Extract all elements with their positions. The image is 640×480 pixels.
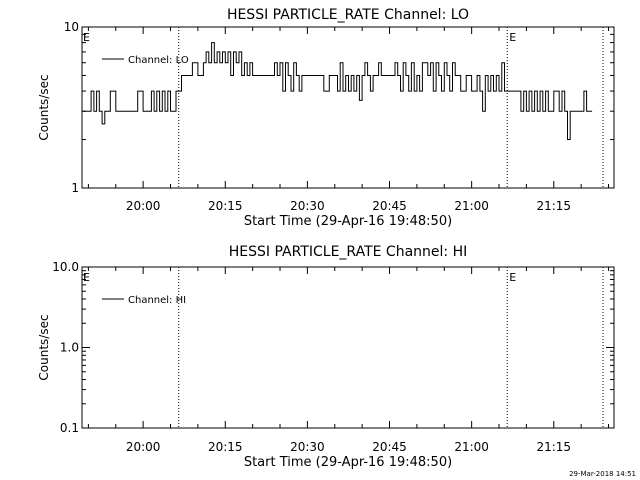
y-tick-label: 0.1 (60, 421, 79, 435)
x-tick-label: 20:00 (126, 440, 161, 454)
x-tick-label: 20:00 (126, 199, 161, 213)
x-tick-label: 20:15 (208, 199, 243, 213)
x-tick-label: 21:00 (454, 199, 489, 213)
event-marker-label-left: E (83, 271, 90, 284)
y-tick-label: 1.0 (60, 341, 79, 355)
x-tick-label: 20:15 (208, 440, 243, 454)
y-axis-label: Counts/sec (37, 74, 51, 140)
chart-panel-hi: HESSI PARTICLE_RATE Channel: HI 20:00 20:1… (37, 244, 615, 470)
x-tick-label: 20:45 (372, 440, 407, 454)
plot-frame (81, 26, 615, 189)
series-line (82, 42, 593, 140)
x-tick-label: 21:15 (536, 440, 571, 454)
y-tick-label: 10.0 (52, 260, 79, 274)
y-tick-label: 1 (71, 181, 79, 195)
event-marker-label: E (509, 271, 516, 284)
y-tick-label: 10 (64, 20, 79, 34)
x-tick-label: 21:00 (454, 440, 489, 454)
event-marker-label: E (509, 31, 516, 44)
x-tick-label: 20:30 (290, 199, 325, 213)
x-tick-label: 20:45 (372, 199, 407, 213)
x-axis-label: Start Time (29-Apr-16 19:48:50) (244, 214, 452, 229)
x-tick-label: 20:30 (290, 440, 325, 454)
chart-panel-lo: HESSI PARTICLE_RATE Channel: LO 20:00 20:1… (37, 7, 615, 229)
legend-label: Channel: LO (128, 55, 189, 66)
plot-frame (81, 266, 615, 429)
x-tick-label: 21:15 (536, 199, 571, 213)
legend-label: Channel: HI (128, 295, 186, 306)
chart-title: HESSI PARTICLE_RATE Channel: LO (227, 7, 469, 23)
y-axis-label: Counts/sec (37, 314, 51, 380)
event-marker-label-left: E (83, 31, 90, 44)
footer-timestamp: 29-Mar-2018 14:51 (569, 470, 636, 478)
x-axis-label: Start Time (29-Apr-16 19:48:50) (244, 455, 452, 470)
chart-title: HESSI PARTICLE_RATE Channel: HI (229, 244, 467, 260)
